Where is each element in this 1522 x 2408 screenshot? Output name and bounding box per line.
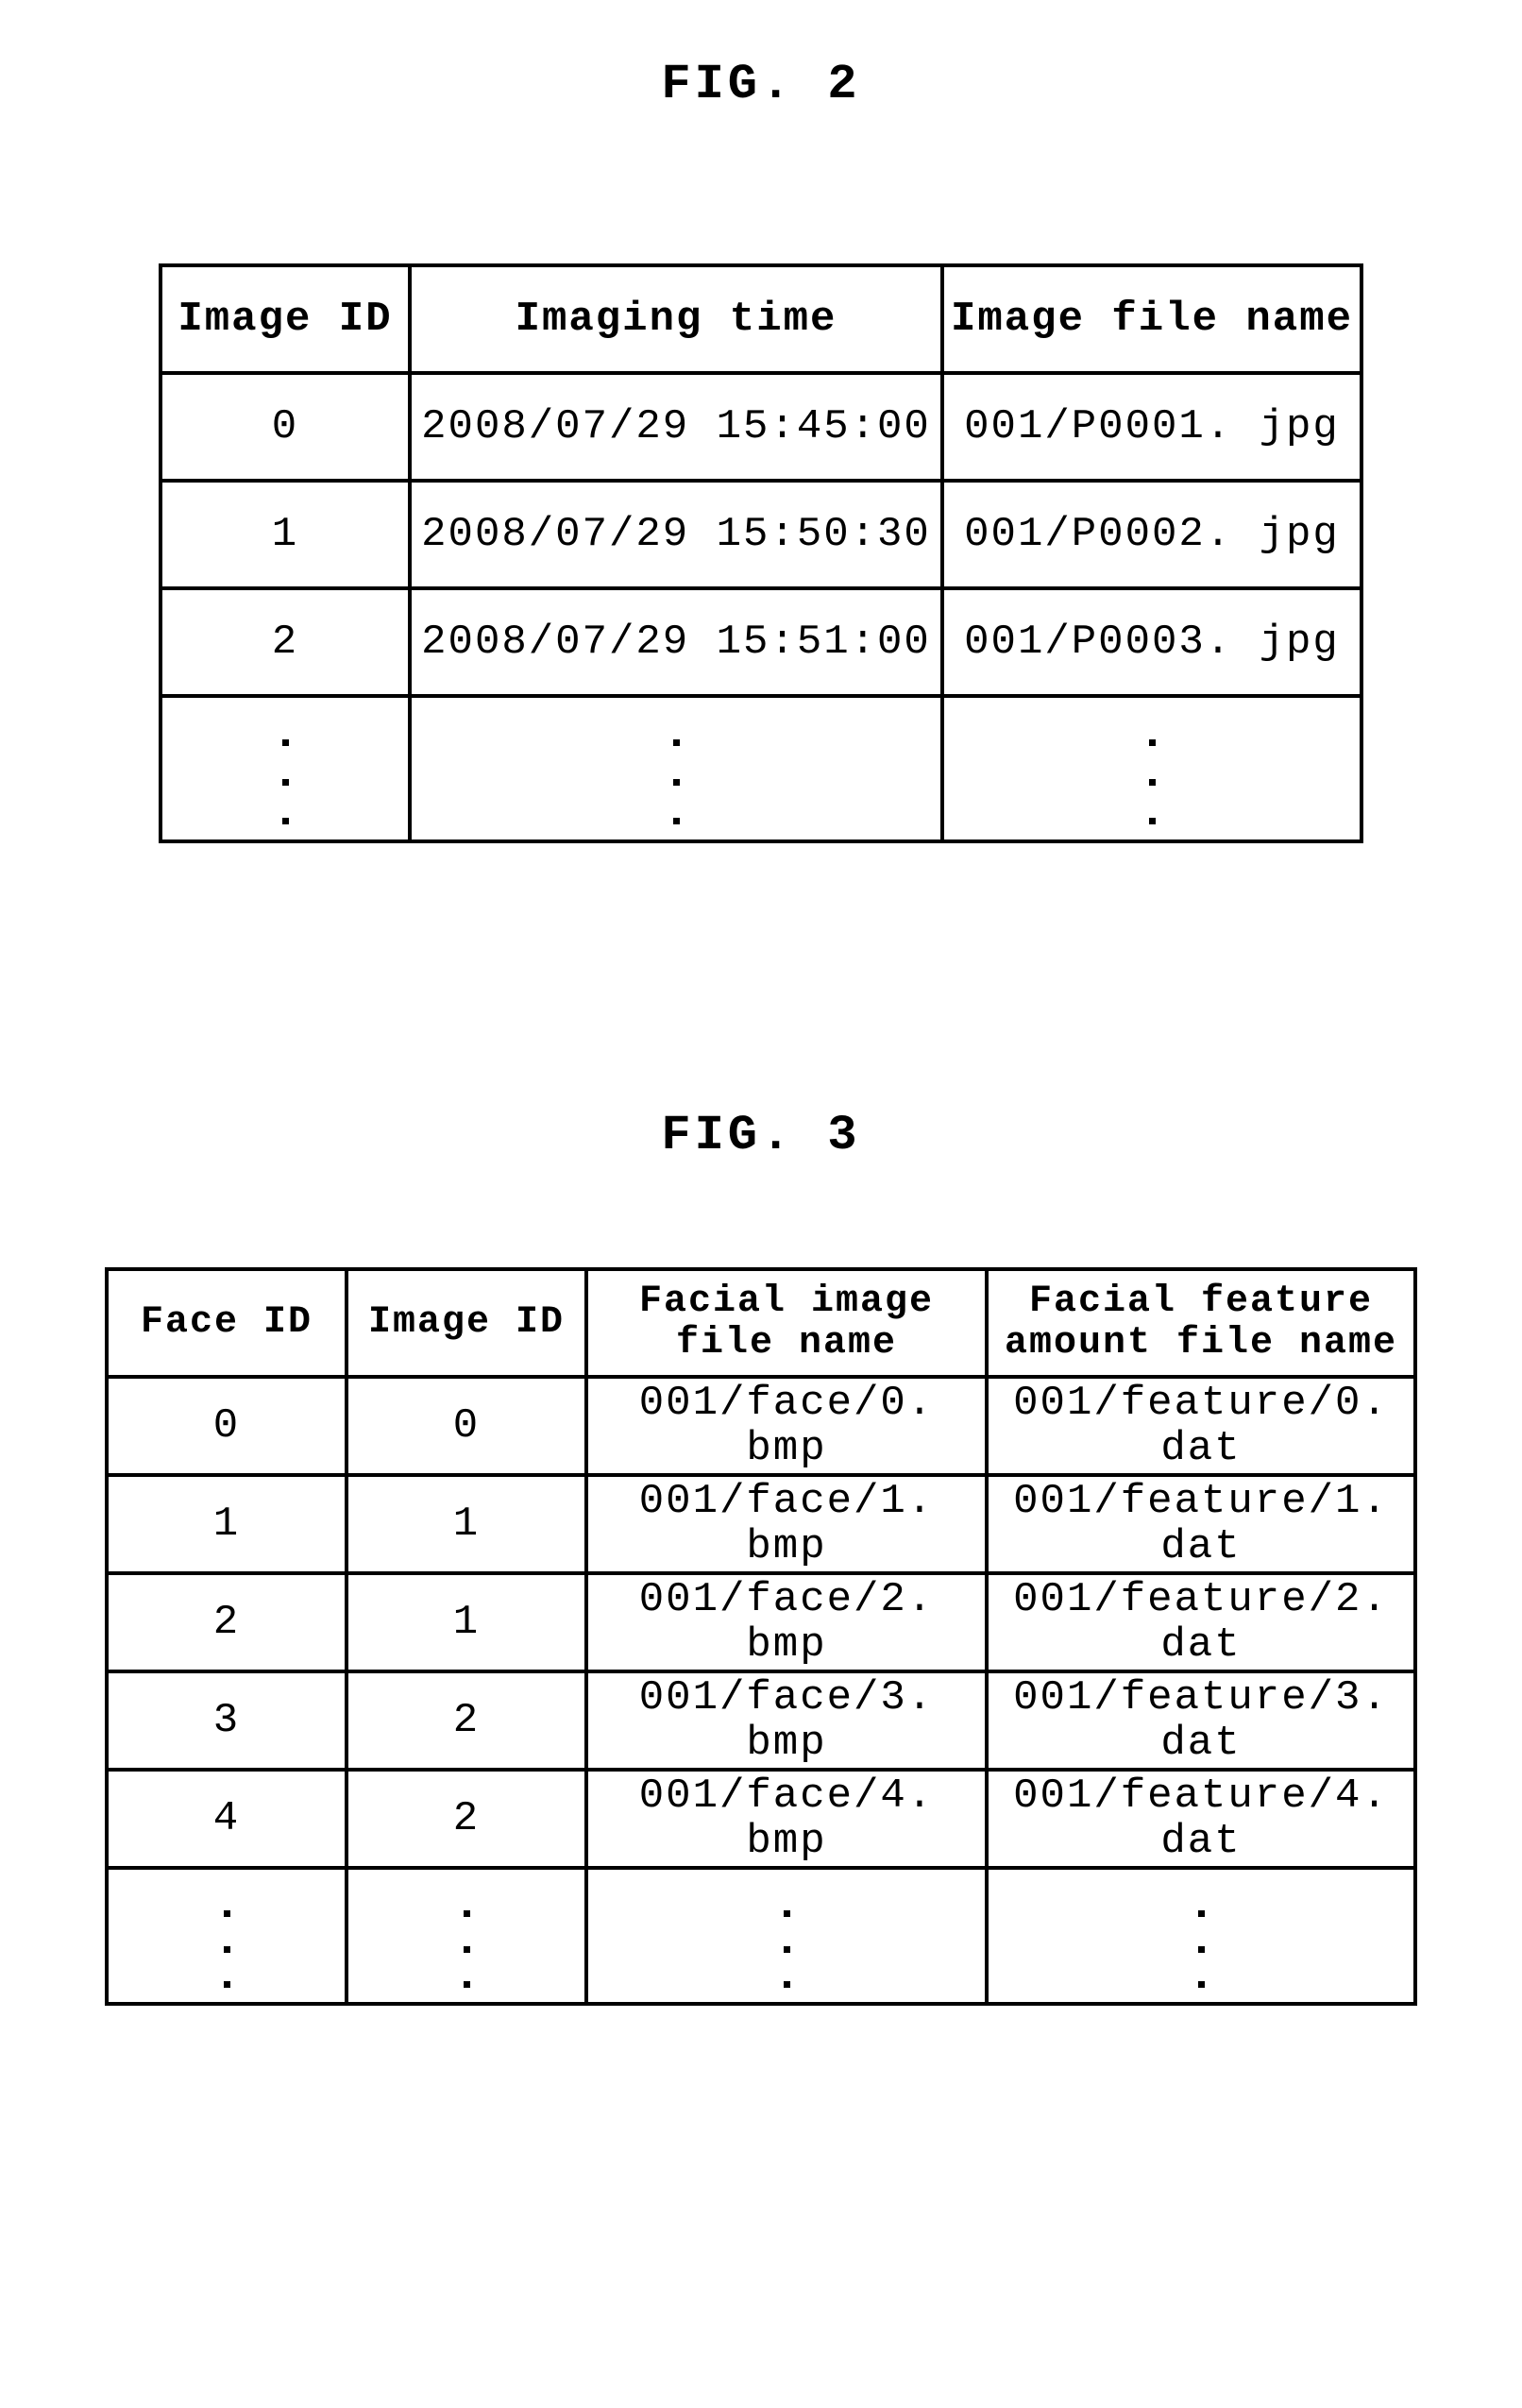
table-row: 2 1 001/face/2. bmp 001/feature/2. dat xyxy=(107,1573,1415,1671)
col-header-facial-feature-file-name: Facial featureamount file name xyxy=(987,1269,1415,1377)
cell-image-id: 1 xyxy=(161,481,410,588)
table-row: 1 2008/07/29 15:50:30 001/P0002. jpg xyxy=(161,481,1361,588)
cell-image-id: 0 xyxy=(347,1377,586,1475)
cell-facial-feature-file-name: 001/feature/0. dat xyxy=(987,1377,1415,1475)
fig3-table: Face ID Image ID Facial imagefile name F… xyxy=(105,1267,1417,2006)
cell-facial-image-file-name: 001/face/4. bmp xyxy=(586,1770,987,1868)
cell-face-id: 0 xyxy=(107,1377,347,1475)
table-row: 0 0 001/face/0. bmp 001/feature/0. dat xyxy=(107,1377,1415,1475)
table-row: 4 2 001/face/4. bmp 001/feature/4. dat xyxy=(107,1770,1415,1868)
table-header-row: Face ID Image ID Facial imagefile name F… xyxy=(107,1269,1415,1377)
table-header-row: Image ID Imaging time Image file name xyxy=(161,265,1361,373)
fig2-title: FIG. 2 xyxy=(0,57,1522,112)
cell-facial-feature-file-name: 001/feature/4. dat xyxy=(987,1770,1415,1868)
table-row: 1 1 001/face/1. bmp 001/feature/1. dat xyxy=(107,1475,1415,1573)
cell-face-id: 4 xyxy=(107,1770,347,1868)
cell-face-id: 1 xyxy=(107,1475,347,1573)
vdots-icon xyxy=(987,1868,1415,2004)
col-header-image-file-name: Image file name xyxy=(942,265,1361,373)
fig3-title: FIG. 3 xyxy=(0,1108,1522,1163)
cell-facial-feature-file-name: 001/feature/2. dat xyxy=(987,1573,1415,1671)
vdots-icon xyxy=(347,1868,586,2004)
table-row: 2 2008/07/29 15:51:00 001/P0003. jpg xyxy=(161,588,1361,696)
vdots-icon xyxy=(161,696,410,841)
cell-image-id: 2 xyxy=(161,588,410,696)
col-header-image-id: Image ID xyxy=(161,265,410,373)
cell-image-file-name: 001/P0002. jpg xyxy=(942,481,1361,588)
vdots-icon xyxy=(586,1868,987,2004)
col-header-facial-image-file-name: Facial imagefile name xyxy=(586,1269,987,1377)
cell-facial-feature-file-name: 001/feature/3. dat xyxy=(987,1671,1415,1770)
cell-image-id: 1 xyxy=(347,1475,586,1573)
table-row-ellipsis xyxy=(161,696,1361,841)
cell-facial-image-file-name: 001/face/0. bmp xyxy=(586,1377,987,1475)
cell-image-file-name: 001/P0003. jpg xyxy=(942,588,1361,696)
cell-facial-image-file-name: 001/face/1. bmp xyxy=(586,1475,987,1573)
cell-imaging-time: 2008/07/29 15:50:30 xyxy=(410,481,942,588)
col-header-imaging-time: Imaging time xyxy=(410,265,942,373)
page: FIG. 2 Image ID Imaging time Image file … xyxy=(0,0,1522,2006)
cell-facial-feature-file-name: 001/feature/1. dat xyxy=(987,1475,1415,1573)
table-row: 3 2 001/face/3. bmp 001/feature/3. dat xyxy=(107,1671,1415,1770)
cell-facial-image-file-name: 001/face/2. bmp xyxy=(586,1573,987,1671)
cell-image-id: 1 xyxy=(347,1573,586,1671)
cell-imaging-time: 2008/07/29 15:51:00 xyxy=(410,588,942,696)
cell-image-id: 2 xyxy=(347,1770,586,1868)
table-row-ellipsis xyxy=(107,1868,1415,2004)
col-header-image-id: Image ID xyxy=(347,1269,586,1377)
cell-face-id: 2 xyxy=(107,1573,347,1671)
vdots-icon xyxy=(107,1868,347,2004)
cell-image-id: 0 xyxy=(161,373,410,481)
vdots-icon xyxy=(410,696,942,841)
cell-facial-image-file-name: 001/face/3. bmp xyxy=(586,1671,987,1770)
cell-face-id: 3 xyxy=(107,1671,347,1770)
fig2-table: Image ID Imaging time Image file name 0 … xyxy=(159,263,1363,843)
cell-imaging-time: 2008/07/29 15:45:00 xyxy=(410,373,942,481)
col-header-face-id: Face ID xyxy=(107,1269,347,1377)
cell-image-id: 2 xyxy=(347,1671,586,1770)
vdots-icon xyxy=(942,696,1361,841)
table-row: 0 2008/07/29 15:45:00 001/P0001. jpg xyxy=(161,373,1361,481)
cell-image-file-name: 001/P0001. jpg xyxy=(942,373,1361,481)
